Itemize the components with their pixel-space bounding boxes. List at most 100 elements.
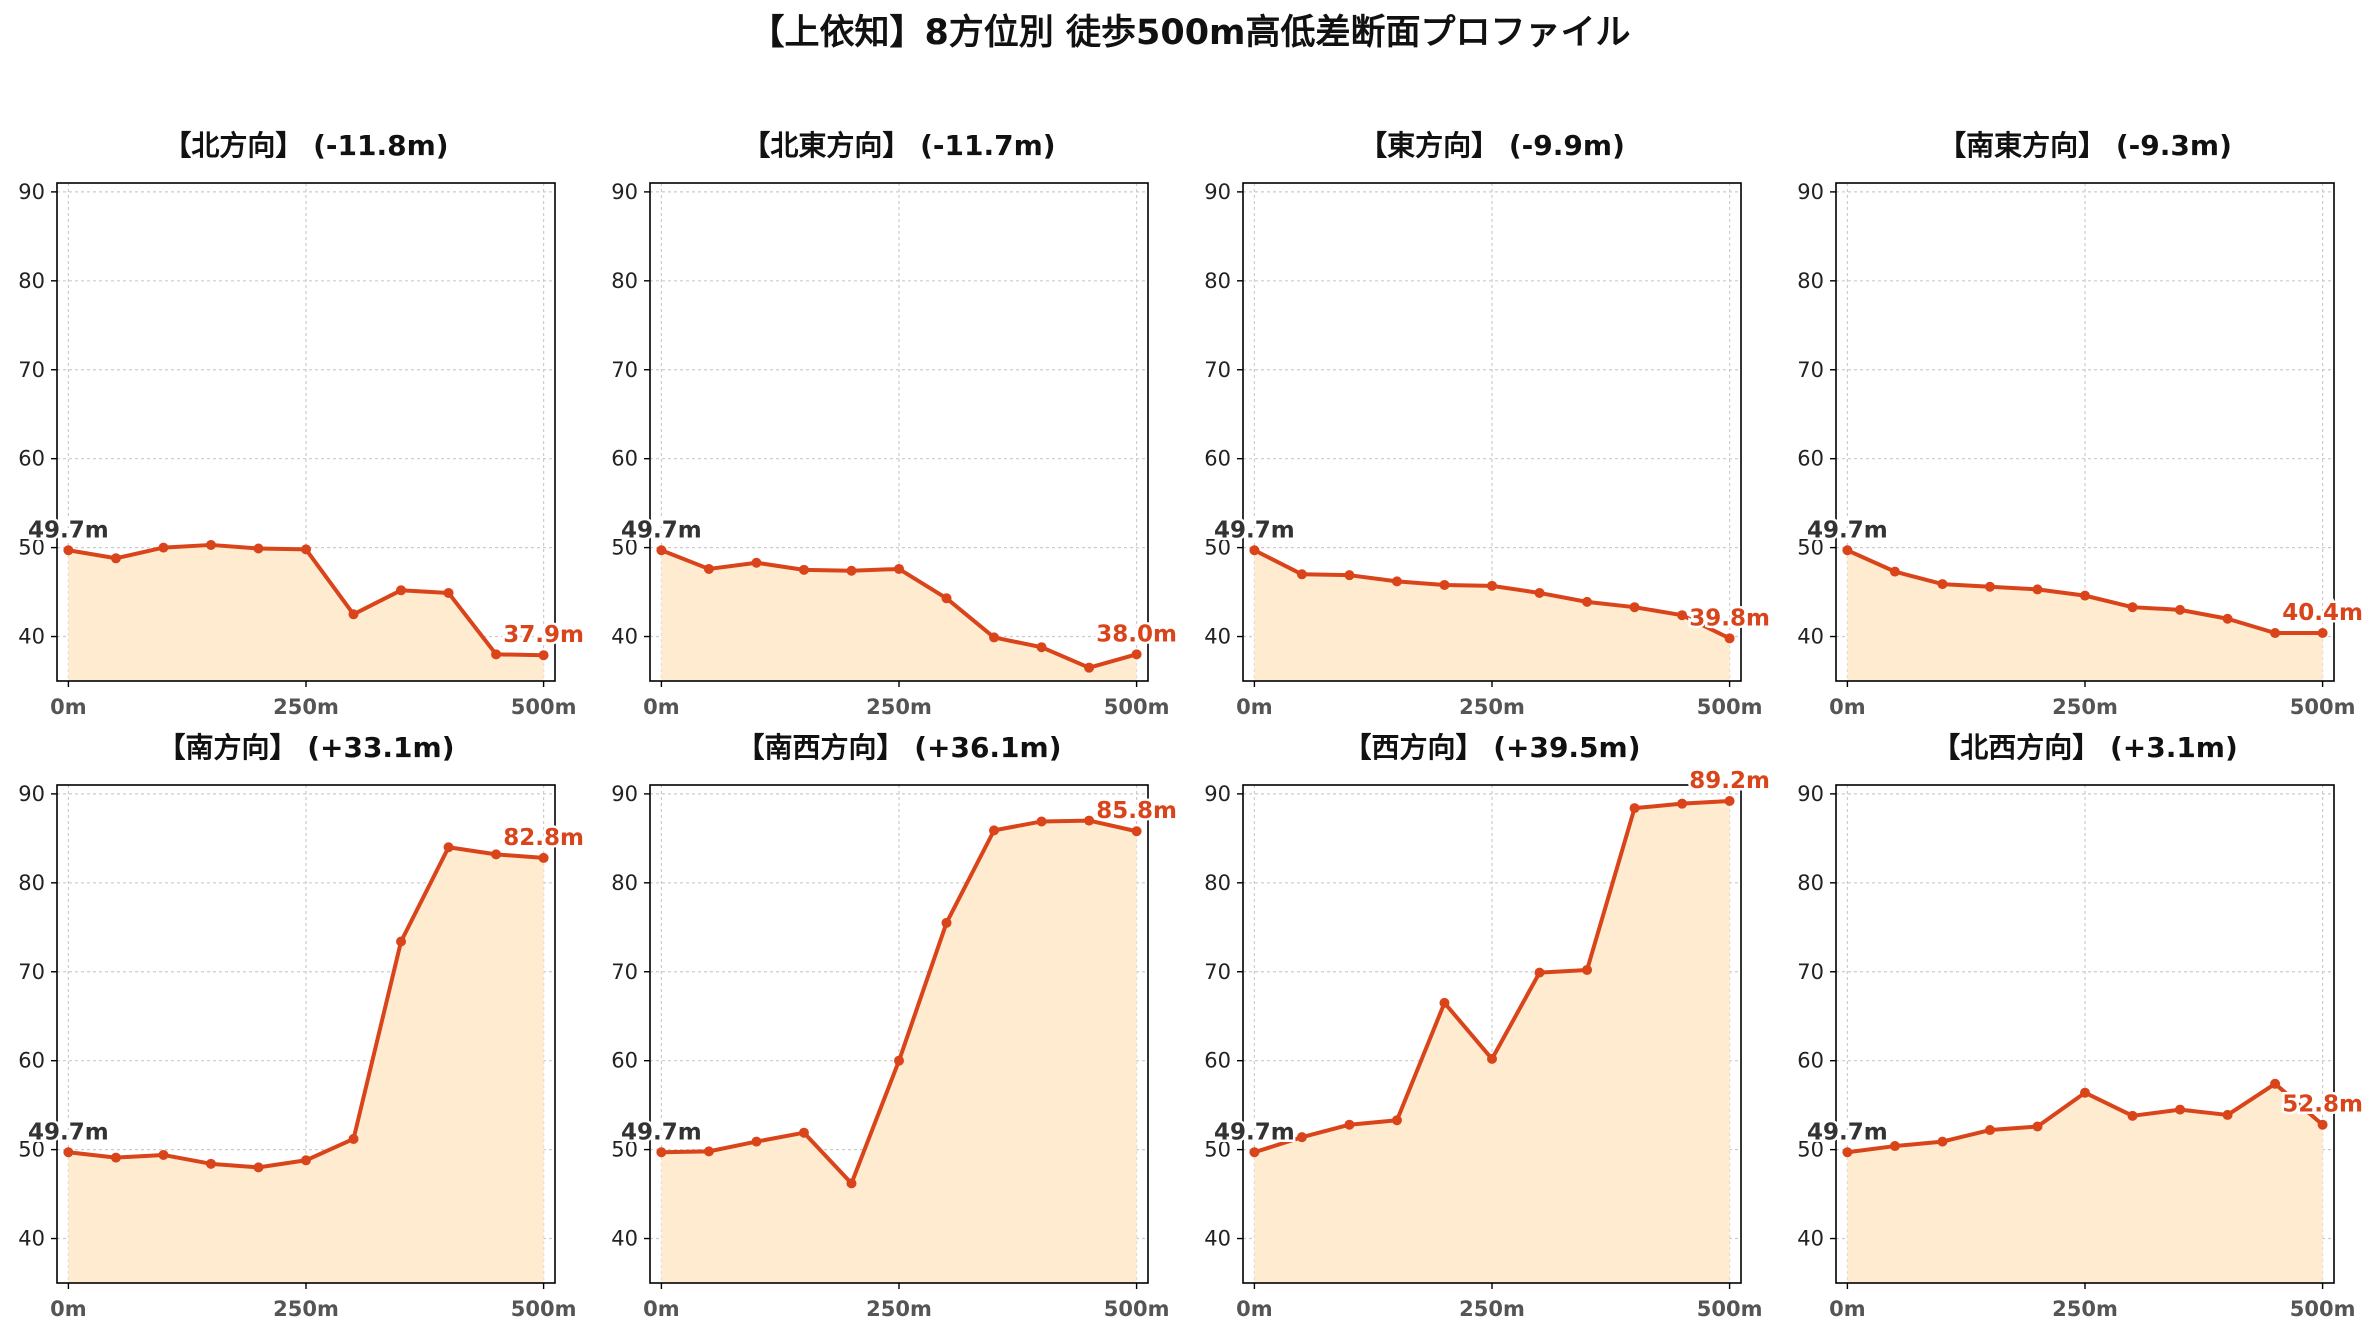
data-point — [2032, 1121, 2043, 1132]
data-point — [2270, 1078, 2281, 1089]
data-point — [1842, 1147, 1853, 1158]
end-elevation-label: 89.2m — [1689, 768, 1770, 794]
y-tick-label: 40 — [1204, 1227, 1231, 1251]
x-tick-label: 250m — [866, 695, 932, 719]
x-tick-label: 500m — [1697, 1297, 1763, 1321]
y-tick-label: 40 — [18, 1227, 45, 1251]
x-tick-label: 500m — [2290, 1297, 2356, 1321]
data-point — [2127, 1110, 2138, 1121]
data-point — [1534, 967, 1545, 978]
data-point — [1249, 545, 1260, 556]
start-elevation-label: 49.7m — [28, 1119, 109, 1145]
data-point — [110, 1152, 121, 1163]
y-tick-label: 70 — [1204, 960, 1231, 984]
end-elevation-label: 38.0m — [1096, 621, 1177, 647]
panel-title: 【北東方向】 (-11.7m) — [742, 129, 1055, 162]
panel-title: 【東方向】 (-9.9m) — [1359, 129, 1625, 162]
data-point — [110, 553, 121, 564]
data-point — [205, 1158, 216, 1169]
y-tick-label: 90 — [611, 180, 638, 204]
elevation-area — [68, 847, 544, 1283]
y-tick-label: 70 — [1797, 358, 1824, 382]
y-tick-label: 50 — [1204, 1138, 1231, 1162]
y-tick-label: 40 — [611, 625, 638, 649]
y-tick-label: 70 — [18, 358, 45, 382]
data-point — [989, 632, 1000, 643]
data-point — [491, 649, 502, 660]
data-point — [253, 1162, 264, 1173]
data-point — [703, 1146, 714, 1157]
data-point — [1296, 569, 1307, 580]
x-tick-label: 500m — [2290, 695, 2356, 719]
data-point — [1344, 1119, 1355, 1130]
x-tick-label: 250m — [1459, 1297, 1525, 1321]
data-point — [846, 565, 857, 576]
chart-panel-0: 【北方向】 (-11.8m) 40 50 60 70 80 90 0m 250m 500m 49.7… — [18, 129, 586, 719]
data-point — [2127, 602, 2138, 613]
figure-title: 【上依知】8方位別 徒歩500m高低差断面プロファイル — [749, 13, 1630, 53]
elevation-area — [1254, 550, 1730, 681]
y-tick-label: 50 — [611, 536, 638, 560]
data-point — [205, 539, 216, 550]
data-point — [1534, 587, 1545, 598]
data-point — [2080, 590, 2090, 601]
data-point — [1131, 826, 1142, 837]
data-point — [1937, 1136, 1948, 1147]
x-tick-label: 250m — [2052, 1297, 2118, 1321]
y-tick-label: 40 — [18, 625, 45, 649]
y-tick-label: 60 — [1204, 1049, 1231, 1073]
data-point — [1036, 642, 1047, 653]
y-tick-label: 70 — [1797, 960, 1824, 984]
x-tick-label: 0m — [1236, 1297, 1273, 1321]
x-tick-label: 500m — [1104, 695, 1170, 719]
data-point — [253, 543, 264, 554]
data-point — [63, 1147, 74, 1158]
data-point — [1677, 798, 1688, 809]
start-elevation-label: 49.7m — [1807, 517, 1888, 543]
y-tick-label: 70 — [611, 960, 638, 984]
data-point — [1439, 579, 1450, 590]
data-point — [396, 585, 407, 596]
panel-title: 【南西方向】 (+36.1m) — [736, 731, 1061, 764]
start-elevation-label: 49.7m — [621, 1119, 702, 1145]
data-point — [703, 563, 714, 574]
data-point — [1487, 580, 1497, 591]
x-tick-label: 250m — [2052, 695, 2118, 719]
data-point — [538, 650, 549, 661]
data-point — [941, 917, 952, 928]
data-point — [1937, 579, 1948, 590]
y-tick-label: 90 — [1797, 180, 1824, 204]
data-point — [1249, 1147, 1260, 1158]
chart-panel-5: 【南西方向】 (+36.1m) 40 50 60 70 80 90 0m 250m 500m 49.… — [611, 731, 1179, 1321]
data-point — [443, 587, 454, 598]
data-point — [301, 544, 311, 555]
x-tick-label: 500m — [511, 1297, 577, 1321]
y-tick-label: 90 — [18, 180, 45, 204]
chart-panel-1: 【北東方向】 (-11.7m) 40 50 60 70 80 90 0m 250m 500m 49.… — [611, 129, 1179, 719]
y-tick-label: 60 — [611, 447, 638, 471]
data-point — [1889, 1141, 1900, 1152]
data-point — [348, 609, 359, 620]
data-point — [751, 1136, 762, 1147]
y-tick-label: 50 — [18, 536, 45, 560]
data-point — [751, 557, 762, 568]
data-point — [1036, 816, 1047, 827]
y-tick-label: 50 — [1797, 536, 1824, 560]
data-point — [1084, 662, 1095, 673]
y-tick-label: 40 — [1797, 625, 1824, 649]
data-point — [846, 1178, 857, 1189]
data-point — [2317, 627, 2328, 638]
data-point — [1677, 610, 1688, 621]
chart-panel-6: 【西方向】 (+39.5m) 40 50 60 70 80 90 0m 250m 500m 49.7… — [1204, 731, 1772, 1321]
data-point — [2175, 604, 2186, 615]
data-point — [798, 1127, 809, 1138]
start-elevation-label: 49.7m — [28, 517, 109, 543]
y-tick-label: 80 — [611, 871, 638, 895]
x-tick-label: 500m — [511, 695, 577, 719]
data-point — [1724, 796, 1735, 807]
panel-title: 【南東方向】 (-9.3m) — [1938, 129, 2232, 162]
x-tick-label: 250m — [866, 1297, 932, 1321]
data-point — [894, 563, 904, 574]
y-tick-label: 60 — [1797, 1049, 1824, 1073]
